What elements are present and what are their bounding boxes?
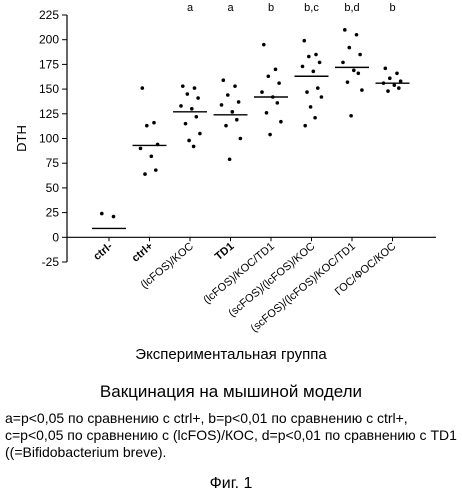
data-point	[100, 212, 104, 216]
data-point	[239, 137, 243, 141]
y-tick-label: 175	[39, 57, 59, 71]
y-tick-label: 75	[46, 156, 60, 170]
y-tick-label: 25	[46, 206, 60, 220]
data-point	[267, 74, 271, 78]
data-point	[360, 88, 364, 92]
data-point	[226, 93, 230, 97]
data-point	[307, 55, 311, 59]
data-point	[382, 81, 386, 85]
data-point	[192, 145, 196, 149]
data-point	[152, 121, 156, 125]
data-point	[112, 215, 116, 219]
data-point	[237, 100, 241, 104]
data-point	[346, 80, 350, 84]
data-point	[348, 46, 352, 50]
data-point	[313, 116, 317, 120]
data-point	[145, 124, 149, 128]
data-point	[220, 103, 224, 107]
data-point	[303, 124, 307, 128]
x-axis-title: Экспериментальная группа	[0, 346, 462, 363]
y-tick-label: -25	[42, 255, 60, 269]
data-point	[150, 154, 154, 158]
data-point	[143, 172, 147, 176]
y-axis-title: DTH	[14, 125, 29, 152]
data-point	[262, 43, 266, 47]
data-point	[231, 110, 235, 114]
data-point	[355, 33, 359, 37]
data-point	[276, 101, 280, 105]
data-point	[349, 114, 353, 118]
data-point	[156, 143, 160, 147]
data-point	[384, 67, 388, 71]
dth-scatter-chart: -25 0 25 50 75 100 125 150 175 200 225 DTH ctrl-ctr…	[0, 0, 462, 345]
y-tick-label: 225	[39, 8, 59, 22]
data-point	[388, 76, 392, 80]
figure-label: Фиг. 1	[0, 475, 462, 493]
data-point	[195, 115, 199, 119]
data-point	[179, 104, 183, 108]
data-point	[186, 92, 190, 96]
data-point	[193, 86, 197, 90]
data-point	[397, 86, 401, 90]
y-tick-label: 150	[39, 82, 59, 96]
data-point	[265, 111, 269, 115]
x-tick-label: ctrl-	[91, 240, 115, 263]
data-point	[233, 84, 237, 88]
data-point	[190, 107, 194, 111]
significance-label: a	[227, 2, 234, 14]
data-point	[352, 69, 356, 73]
significance-footnote: a=p<0,05 по сравнению с ctrl+, b=p<0,01 …	[5, 410, 461, 461]
data-point	[198, 132, 202, 136]
data-point	[279, 120, 283, 124]
data-point	[271, 95, 275, 99]
data-point	[139, 147, 143, 151]
y-tick-label: 200	[39, 33, 59, 47]
data-point	[343, 28, 347, 32]
x-tick-label: (lcFOS)/KOC/TD1	[201, 240, 277, 306]
data-point	[154, 168, 158, 172]
chart-subtitle: Вакцинация на мышиной модели	[0, 382, 462, 402]
data-point	[314, 53, 318, 57]
data-point	[181, 84, 185, 88]
y-tick-label: 0	[52, 230, 59, 244]
data-point	[312, 70, 316, 74]
data-point	[357, 71, 361, 75]
data-point	[341, 61, 345, 65]
data-point	[235, 118, 239, 122]
y-tick-label: 125	[39, 107, 59, 121]
data-point	[187, 139, 191, 143]
data-point	[386, 89, 390, 93]
data-point	[358, 53, 362, 57]
data-point	[399, 79, 403, 83]
data-point	[228, 157, 232, 161]
data-point	[395, 71, 399, 75]
x-tick-label: TD1	[213, 240, 237, 263]
y-tick-label: 50	[46, 181, 60, 195]
data-point	[141, 86, 145, 90]
data-point	[301, 65, 305, 69]
data-point	[316, 86, 320, 90]
data-point	[393, 83, 397, 87]
data-point	[277, 81, 281, 85]
data-point	[274, 68, 278, 72]
significance-label: b	[389, 2, 395, 14]
significance-label: b	[268, 2, 274, 14]
x-tick-label: ctrl+	[130, 240, 156, 264]
data-point	[318, 61, 322, 65]
data-point	[196, 96, 200, 100]
data-point	[222, 78, 226, 82]
data-point	[268, 133, 272, 137]
data-point	[303, 39, 307, 43]
data-point	[184, 122, 188, 126]
data-point	[260, 90, 264, 94]
significance-label: b,d	[344, 2, 359, 14]
data-point	[224, 124, 228, 128]
data-point	[305, 90, 309, 94]
data-point	[309, 105, 313, 109]
significance-label: b,c	[304, 2, 319, 14]
significance-label: a	[187, 2, 194, 14]
data-point	[320, 95, 324, 99]
y-tick-label: 100	[39, 132, 59, 146]
